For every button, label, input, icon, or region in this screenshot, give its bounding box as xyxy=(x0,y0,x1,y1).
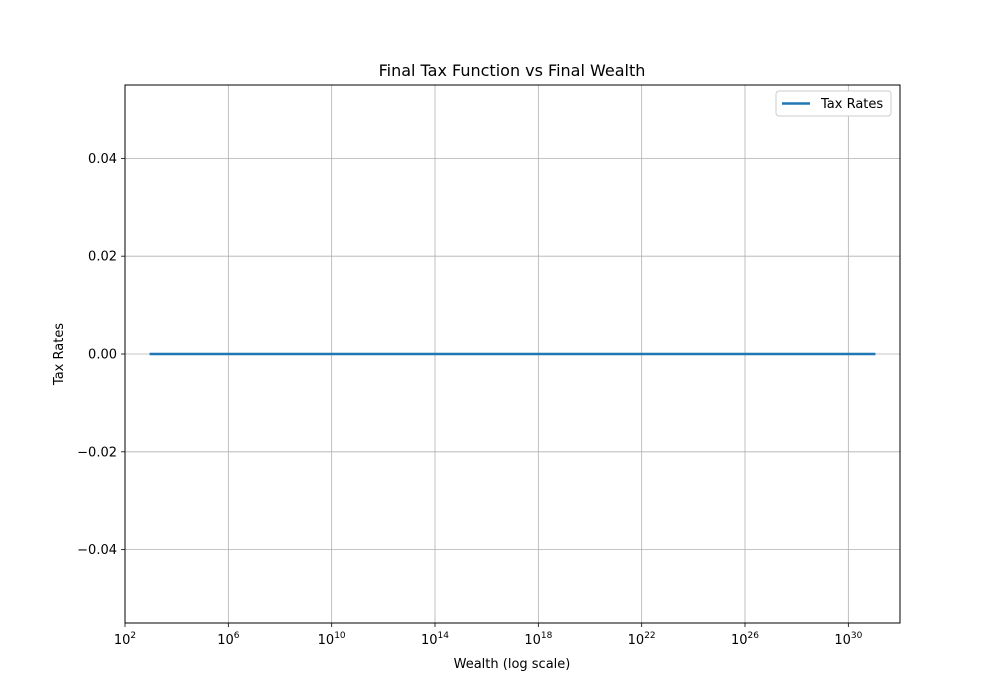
legend: Tax Rates xyxy=(775,90,892,117)
x-tick-exponent: 22 xyxy=(644,631,655,641)
y-axis: −0.04 −0.02 0.00 0.02 0.04 xyxy=(77,152,125,558)
x-tick-label: 1026 xyxy=(731,631,759,648)
x-tick-exponent: 6 xyxy=(234,631,240,641)
x-tick-exponent: 18 xyxy=(541,631,553,641)
y-tick-label: −0.02 xyxy=(77,445,117,460)
y-tick-label: 0.04 xyxy=(88,152,117,167)
x-tick-label: 102 xyxy=(114,631,136,648)
x-tick-label: 1022 xyxy=(628,631,656,648)
y-axis-label: Tax Rates xyxy=(52,323,67,386)
x-tick-exponent: 2 xyxy=(130,631,136,641)
x-tick-exponent: 30 xyxy=(851,631,863,641)
legend-box xyxy=(775,90,892,117)
chart-title: Final Tax Function vs Final Wealth xyxy=(379,61,646,80)
x-axis-label: Wealth (log scale) xyxy=(454,657,571,672)
legend-label: Tax Rates xyxy=(820,97,883,112)
x-tick-label: 1018 xyxy=(524,631,552,648)
x-tick-label: 1014 xyxy=(421,631,449,648)
x-axis: 102 106 1010 1014 1018 1022 1026 1030 xyxy=(114,623,863,648)
x-tick-label: 1030 xyxy=(834,631,862,648)
x-tick-exponent: 26 xyxy=(748,631,760,641)
y-tick-label: 0.00 xyxy=(88,348,117,363)
y-tick-label: 0.02 xyxy=(88,250,117,265)
x-tick-label: 1010 xyxy=(318,631,346,648)
x-tick-exponent: 14 xyxy=(438,631,450,641)
x-tick-label: 106 xyxy=(217,631,240,648)
y-tick-label: −0.04 xyxy=(77,543,117,558)
x-tick-exponent: 10 xyxy=(334,631,346,641)
